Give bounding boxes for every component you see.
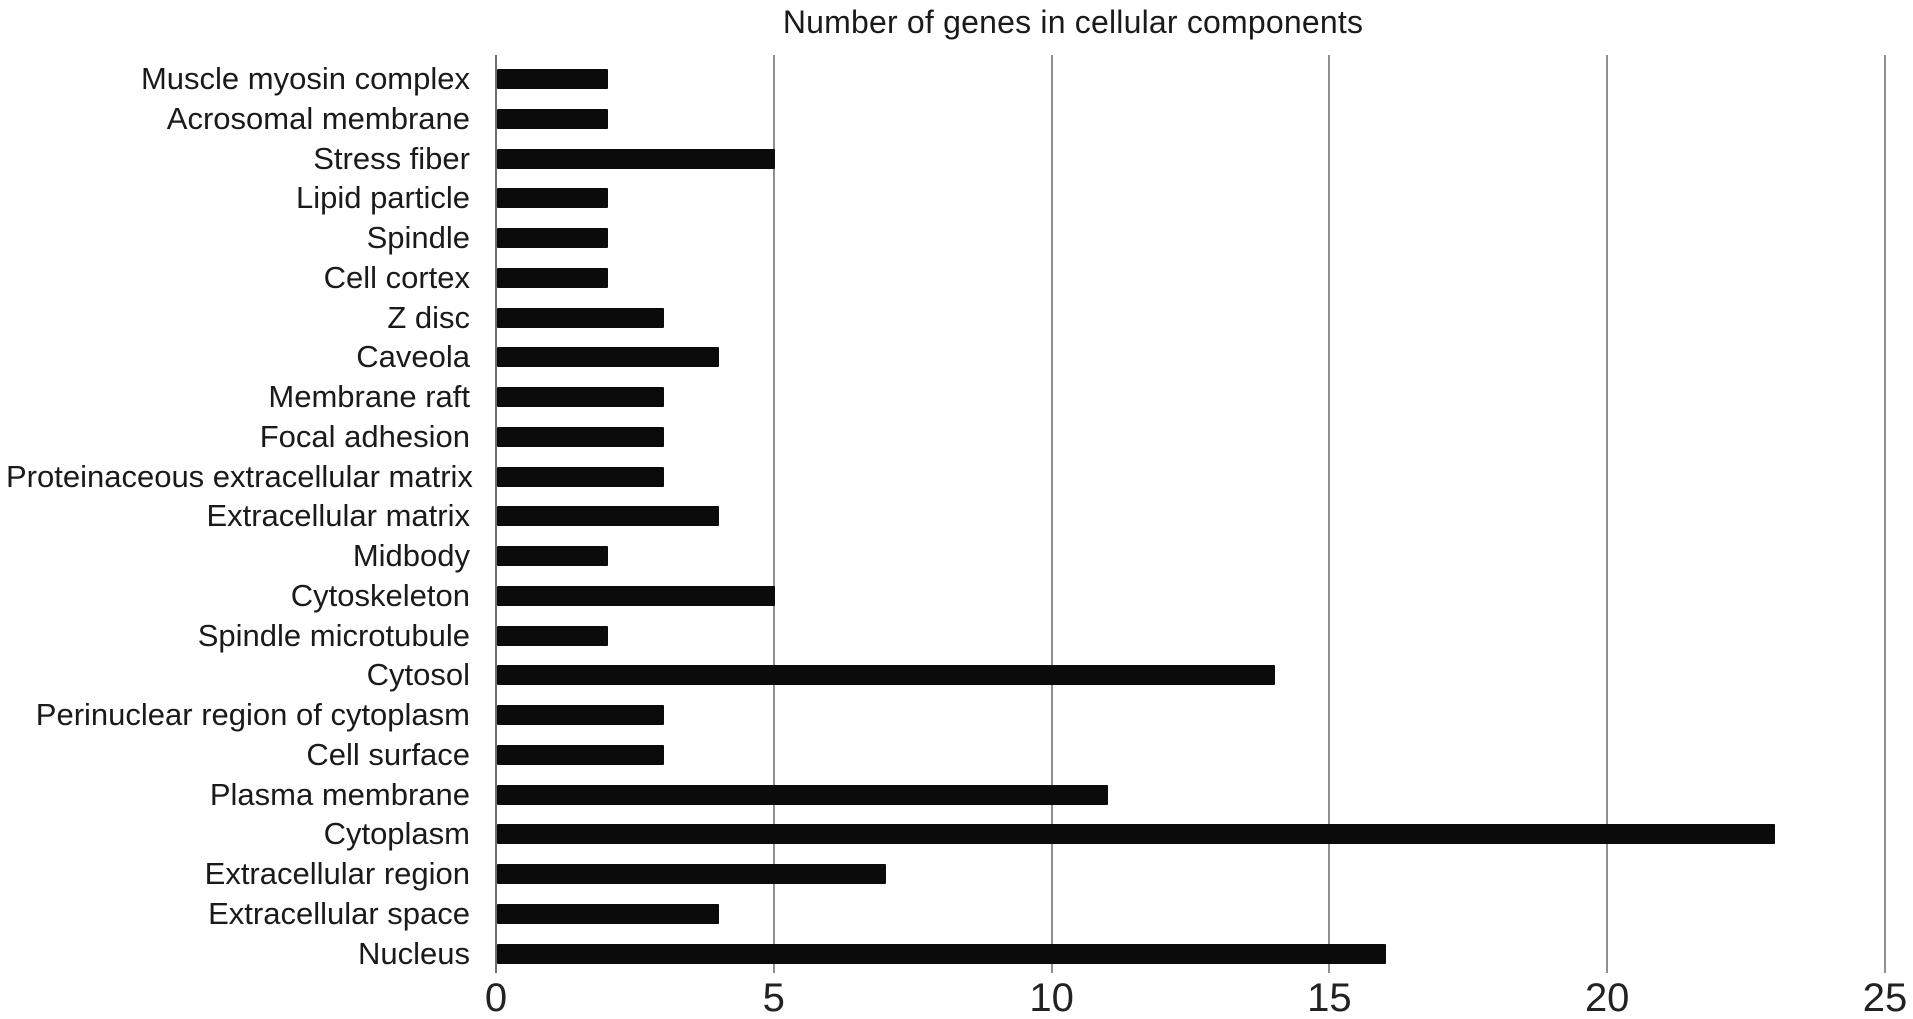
bar — [497, 864, 886, 884]
x-tick-label-5: 5 — [762, 976, 785, 1019]
category-label: Nucleus — [358, 935, 470, 971]
bar — [497, 784, 1109, 805]
category-label: Extracellular space — [208, 895, 470, 931]
bar — [497, 546, 609, 566]
y-axis-line — [495, 55, 497, 973]
bar — [497, 625, 609, 646]
category-label: Cytoskeleton — [290, 577, 470, 613]
category-label: Extracellular matrix — [206, 498, 470, 534]
gridline-x-15 — [1328, 55, 1331, 973]
category-label: Focal adhesion — [259, 418, 470, 454]
bar — [497, 188, 609, 209]
gridline-x-20 — [1606, 55, 1609, 973]
bar — [497, 744, 664, 765]
category-label: Cell surface — [306, 736, 470, 772]
gridline-x-10 — [1050, 55, 1053, 973]
category-label: Z disc — [387, 299, 470, 335]
plot-area — [495, 55, 1886, 973]
category-label: Acrosomal membrane — [166, 100, 470, 136]
category-label: Caveola — [356, 339, 470, 375]
bar — [497, 705, 664, 725]
category-label: Lipid particle — [295, 180, 470, 216]
bar — [497, 943, 1386, 964]
category-label: Midbody — [352, 538, 470, 573]
category-label: Cytosol — [366, 657, 470, 693]
category-label: Spindle microtubule — [197, 617, 470, 653]
chart-title: Number of genes in cellular components — [782, 4, 1364, 40]
bar — [497, 903, 720, 924]
category-label: Proteinaceous extracellular matrix — [6, 458, 473, 494]
bar — [497, 466, 664, 487]
x-tick-label-15: 15 — [1307, 976, 1352, 1019]
bar — [497, 307, 664, 328]
bar — [497, 824, 1775, 845]
bar — [497, 585, 775, 606]
category-label: Spindle — [366, 220, 470, 255]
bar — [497, 387, 664, 407]
bar — [497, 665, 1275, 686]
category-label: Membrane raft — [268, 379, 470, 414]
gridline-x-5 — [772, 55, 775, 973]
x-tick-label-10: 10 — [1029, 976, 1074, 1019]
category-label: Plasma membrane — [209, 776, 470, 812]
x-tick-label-0: 0 — [484, 976, 508, 1019]
category-label: Extracellular region — [204, 856, 470, 891]
bar — [497, 69, 609, 89]
bar — [497, 267, 609, 288]
category-label: Cell cortex — [323, 259, 470, 295]
bar — [497, 108, 609, 129]
bar — [497, 148, 775, 169]
x-tick-label-25: 25 — [1862, 976, 1908, 1019]
category-label: Cytoplasm — [323, 816, 470, 852]
x-tick-label-20: 20 — [1584, 976, 1630, 1019]
bar — [497, 506, 720, 527]
bar — [497, 426, 664, 447]
category-label: Perinuclear region of cytoplasm — [35, 697, 470, 732]
category-label: Stress fiber — [313, 140, 470, 176]
bar — [497, 228, 609, 248]
bar — [497, 347, 720, 368]
category-label: Muscle myosin complex — [140, 61, 470, 96]
gridline-x-25 — [1884, 55, 1886, 973]
